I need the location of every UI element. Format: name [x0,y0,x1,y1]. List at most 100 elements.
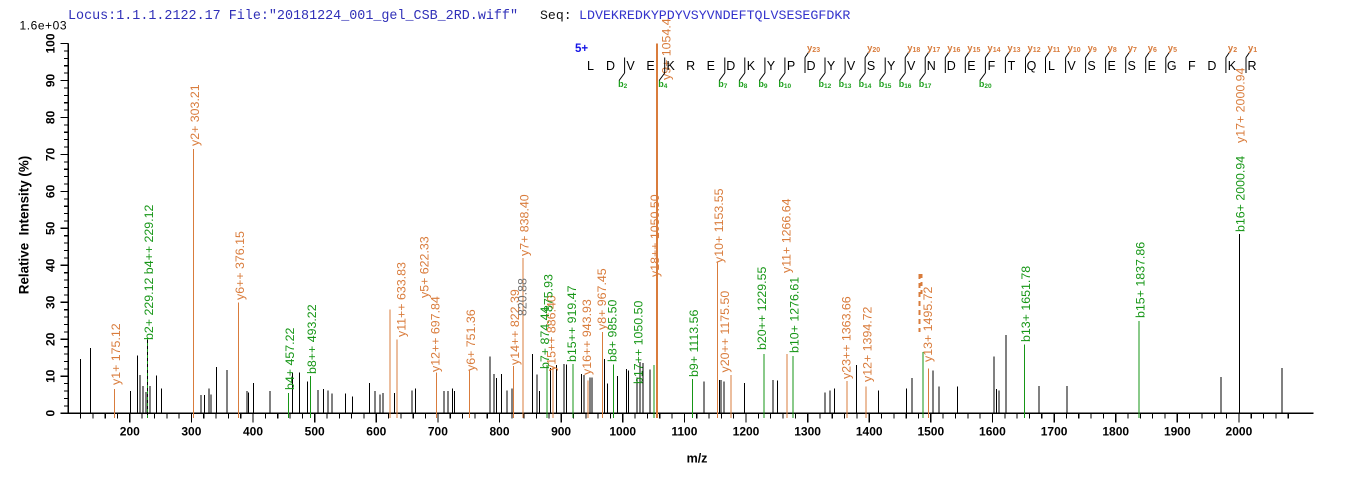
svg-text:2000: 2000 [1226,425,1253,439]
svg-text:y9+ 1054.4: y9+ 1054.4 [660,18,674,80]
svg-text:b16+ 2000.94: b16+ 2000.94 [1234,156,1248,232]
svg-text:y15: y15 [967,43,980,54]
svg-text:b15++ 919.47: b15++ 919.47 [565,285,579,362]
svg-text:1.6e+03: 1.6e+03 [20,19,68,33]
svg-text:K: K [1228,59,1237,73]
svg-text:b8: b8 [738,79,748,90]
svg-text:y12++ 697.84: y12++ 697.84 [429,296,443,372]
svg-text:b10: b10 [778,79,791,90]
svg-text:b20: b20 [979,79,992,90]
svg-text:b7+ 874.44: b7+ 874.44 [538,307,552,369]
svg-text:y14: y14 [987,43,1000,54]
svg-text:b13: b13 [839,79,852,90]
svg-text:70: 70 [44,147,58,161]
svg-text:y18: y18 [907,43,920,54]
svg-text:m/z: m/z [687,452,708,466]
svg-text:D: D [947,59,956,73]
svg-text:b4+ 457.22: b4+ 457.22 [283,328,297,390]
svg-text:Q: Q [1027,59,1037,73]
svg-text:Locus:1.1.1.2122.17 File:"2018: Locus:1.1.1.2122.17 File:"20181224_001_g… [68,9,518,24]
svg-text:300: 300 [181,425,201,439]
svg-text:600: 600 [366,425,386,439]
svg-text:b12: b12 [819,79,832,90]
svg-text:y7+ 838.40: y7+ 838.40 [518,194,532,256]
svg-text:y5: y5 [1168,43,1177,54]
svg-text:400: 400 [243,425,263,439]
svg-text:K: K [667,59,676,73]
svg-text:b10+ 1276.61: b10+ 1276.61 [788,277,802,353]
svg-text:R: R [686,59,695,73]
svg-text:P: P [787,59,795,73]
svg-text:S: S [867,59,875,73]
svg-text:y12: y12 [1028,43,1041,54]
svg-text:V: V [1067,59,1076,73]
svg-text:L: L [587,59,594,73]
svg-text:y1: y1 [1248,43,1257,54]
svg-text:y16++ 943.93: y16++ 943.93 [580,299,594,375]
svg-text:R: R [1247,59,1256,73]
svg-text:1300: 1300 [794,425,821,439]
svg-text:b9: b9 [758,79,768,90]
svg-text:F: F [1188,59,1196,73]
svg-text:50: 50 [44,221,58,235]
svg-text:b20++ 1229.55: b20++ 1229.55 [755,267,769,350]
svg-text:20: 20 [44,332,58,346]
svg-text:y13+ 1495.72: y13+ 1495.72 [921,286,935,362]
svg-text:1900: 1900 [1164,425,1191,439]
svg-text:Y: Y [827,59,836,73]
svg-text:E: E [707,59,715,73]
svg-text:1800: 1800 [1102,425,1129,439]
svg-text:y8+ 967.45: y8+ 967.45 [595,268,609,330]
svg-text:100: 100 [44,33,58,53]
svg-text:V: V [907,59,916,73]
svg-text:E: E [646,59,654,73]
svg-text:b9+ 1113.56: b9+ 1113.56 [687,309,701,377]
svg-text:10: 10 [44,369,58,383]
svg-text:y23++ 1363.66: y23++ 1363.66 [840,296,854,379]
svg-text:800: 800 [489,425,509,439]
svg-text:y11: y11 [1048,43,1061,54]
svg-text:1700: 1700 [1041,425,1068,439]
svg-text:y10+ 1153.55: y10+ 1153.55 [712,188,726,263]
svg-text:5+: 5+ [575,43,588,55]
svg-text:b2+ 229.12 b4++ 229.12: b2+ 229.12 b4++ 229.12 [142,204,156,340]
svg-text:b8+ 985.50: b8+ 985.50 [606,300,620,362]
svg-text:D: D [806,59,815,73]
svg-text:Y: Y [887,59,896,73]
svg-text:1600: 1600 [979,425,1006,439]
svg-text:G: G [1167,59,1177,73]
svg-text:90: 90 [44,74,58,88]
svg-text:V: V [847,59,856,73]
svg-text:S: S [1128,59,1136,73]
svg-text:y17: y17 [927,43,940,54]
svg-text:T: T [1008,59,1016,73]
svg-text:y1+ 175.12: y1+ 175.12 [109,323,123,385]
svg-text:Relative Intensity (%): Relative Intensity (%) [17,156,32,294]
svg-text:b4: b4 [658,79,668,90]
svg-text:700: 700 [428,425,448,439]
svg-text:30: 30 [44,295,58,309]
svg-text:y11+ 1266.64: y11+ 1266.64 [780,198,794,273]
svg-text:y8: y8 [1108,43,1117,54]
svg-text:Y: Y [767,59,776,73]
svg-text:E: E [967,59,975,73]
svg-text:F: F [988,59,996,73]
svg-text:40: 40 [44,258,58,272]
svg-text:D: D [1207,59,1216,73]
svg-text:y2: y2 [1228,43,1237,54]
svg-text:900: 900 [551,425,571,439]
svg-text:b17: b17 [919,79,932,90]
svg-text:y9: y9 [1088,43,1097,54]
svg-text:y10: y10 [1068,43,1081,54]
svg-text:b17++ 1050.50: b17++ 1050.50 [632,301,646,384]
svg-text:500: 500 [305,425,325,439]
svg-text:V: V [626,59,635,73]
svg-text:D: D [726,59,735,73]
svg-text:b8++ 493.22: b8++ 493.22 [305,304,319,374]
svg-text:b13+ 1651.78: b13+ 1651.78 [1019,266,1033,342]
svg-text:b7: b7 [718,79,728,90]
svg-text:y7: y7 [1128,43,1137,54]
svg-text:b15: b15 [879,79,892,90]
svg-text:y17+ 2000.94: y17+ 2000.94 [1234,67,1248,143]
svg-text:y11++ 633.83: y11++ 633.83 [395,262,409,337]
